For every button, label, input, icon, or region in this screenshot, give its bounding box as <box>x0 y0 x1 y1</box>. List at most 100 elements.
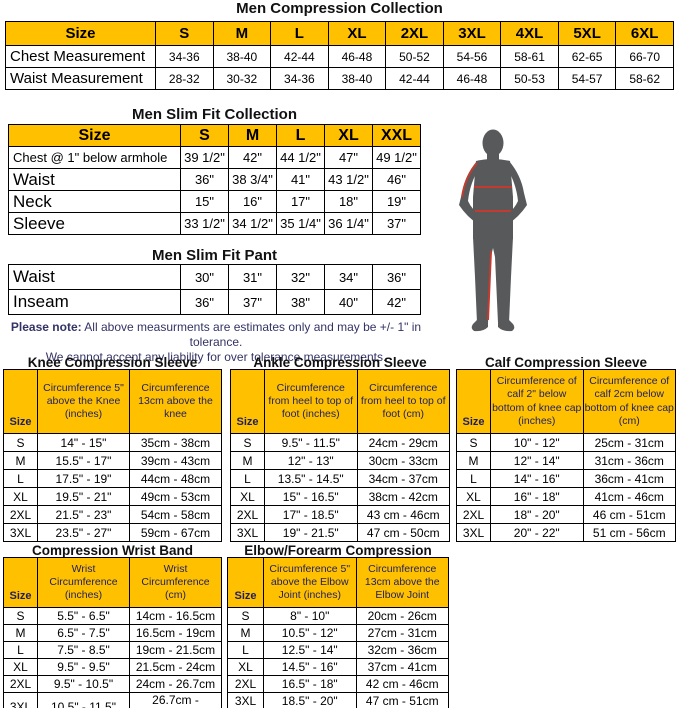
size-header: 4XL <box>500 21 559 46</box>
compression-collection-title: Men Compression Collection <box>236 0 443 17</box>
value-cell: 24cm - 29cm <box>356 433 450 452</box>
table-row: Chest @ 1" below armhole 39 1/2" 42" 44 1/2… <box>8 146 421 169</box>
table-row: Chest Measurement 34-36 38-40 42-44 46-48 50-… <box>5 45 674 68</box>
size-column-header: Size <box>456 369 491 434</box>
value-cell: 44 1/2" <box>276 146 325 169</box>
value-cell: 54cm - 58cm <box>129 505 222 524</box>
value-cell: 25cm - 31cm <box>582 433 676 452</box>
size-cell: 2XL <box>3 505 38 524</box>
value-cell: 49 1/2" <box>372 146 421 169</box>
value-cell: 17" - 18.5" <box>264 505 358 524</box>
value-cell: 46 cm - 51cm <box>582 505 676 524</box>
header-row: Size S M L XL XXL <box>8 124 421 147</box>
value-cell: 12.5" - 14" <box>263 641 357 659</box>
size-cell: 3XL <box>3 523 38 542</box>
value-cell: 42" <box>372 289 421 315</box>
value-cell: 49cm - 53cm <box>129 487 222 506</box>
slim-fit-pant-title: Men Slim Fit Pant <box>151 247 277 264</box>
value-cell: 6.5" - 7.5" <box>37 624 130 642</box>
table-row: M 12" - 13" 30cm - 33cm <box>230 451 450 470</box>
table-row: 3XL 20" - 22" 51 cm - 56cm <box>456 523 676 542</box>
value-cell: 47 cm - 50cm <box>356 523 450 542</box>
value-cell: 62-65 <box>557 45 617 68</box>
row-label: Waist Measurement <box>5 67 156 90</box>
table-row: 2XL 21.5" - 23" 54cm - 58cm <box>3 505 222 524</box>
value-cell: 43 1/2" <box>324 168 373 191</box>
value-cell: 15.5" - 17" <box>37 451 130 470</box>
column-header: Circumference from heel to top of foot (… <box>356 369 450 434</box>
value-cell: 35 1/4" <box>276 212 325 235</box>
size-cell: L <box>230 469 265 488</box>
header-row: Size Wrist Circumference (inches) Wrist Ci… <box>3 557 222 608</box>
value-cell: 18" <box>324 190 373 213</box>
size-cell: 2XL <box>230 505 265 524</box>
table-row: Inseam 36" 37" 38" 40" 42" <box>8 289 421 315</box>
size-column-header: Size <box>230 369 265 434</box>
value-cell: 27cm - 31cm <box>355 624 449 642</box>
value-cell: 14.5" - 16" <box>263 658 357 676</box>
value-cell: 15" <box>180 190 229 213</box>
value-cell: 10" - 12" <box>490 433 584 452</box>
table-row: 3XL 19" - 21.5" 47 cm - 50cm <box>230 523 450 542</box>
table-row: L 7.5" - 8.5" 19cm - 21.5cm <box>3 641 222 659</box>
inseam-measurement-line <box>487 250 492 321</box>
table-row: M 15.5" - 17" 39cm - 43cm <box>3 451 222 470</box>
size-header: L <box>270 21 329 46</box>
table-row: L 17.5" - 19" 44cm - 48cm <box>3 469 222 488</box>
column-header: Wrist Circumference (inches) <box>37 557 130 608</box>
row-label: Chest @ 1" below armhole <box>8 146 181 169</box>
value-cell: 38cm - 42cm <box>356 487 450 506</box>
column-header: Circumference from heel to top of foot (… <box>264 369 358 434</box>
size-cell: S <box>3 607 38 625</box>
value-cell: 39 1/2" <box>180 146 229 169</box>
table-row: S 8" - 10" 20cm - 26cm <box>227 607 449 625</box>
row-label: Waist <box>8 168 181 191</box>
header-row: Size S M L XL 2XL 3XL 4XL 5XL 6XL <box>5 21 674 46</box>
size-cell: L <box>3 469 38 488</box>
knee-sleeve-table: Size Circumference 5" above the Knee (inc… <box>3 369 222 542</box>
value-cell: 10.5" - 11.5" <box>37 692 130 708</box>
value-cell: 33 1/2" <box>180 212 229 235</box>
table-row: M 12" - 14" 31cm - 36cm <box>456 451 676 470</box>
size-header: S <box>180 124 229 147</box>
value-cell: 58-62 <box>615 67 674 90</box>
calf-sleeve-title: Calf Compression Sleeve <box>484 355 648 370</box>
size-column-header: Size <box>3 369 38 434</box>
column-header: Circumference of calf 2" below bottom of… <box>490 369 584 434</box>
value-cell: 66-70 <box>615 45 674 68</box>
table-row: 3XL 18.5" - 20" 47 cm - 51cm <box>227 692 449 708</box>
value-cell: 58-61 <box>500 45 559 68</box>
size-cell: 3XL <box>456 523 491 542</box>
column-header: Circumference 13cm above the Elbow Joint <box>355 557 449 608</box>
value-cell: 40" <box>324 289 373 315</box>
value-cell: 46-48 <box>327 45 387 68</box>
table-row: XL 14.5" - 16" 37cm - 41cm <box>227 658 449 676</box>
value-cell: 42-44 <box>385 67 444 90</box>
value-cell: 43 cm - 46cm <box>356 505 450 524</box>
size-cell: XL <box>230 487 265 506</box>
size-header: S <box>155 21 214 46</box>
sleeve-measurement-line <box>461 162 478 198</box>
row-label: Waist <box>8 264 181 290</box>
value-cell: 30cm - 33cm <box>356 451 450 470</box>
value-cell: 31" <box>228 264 277 290</box>
value-cell: 34-36 <box>270 67 329 90</box>
table-row: XL 15" - 16.5" 38cm - 42cm <box>230 487 450 506</box>
table-row: L 14" - 16" 36cm - 41cm <box>456 469 676 488</box>
table-row: Waist 36" 38 3/4" 41" 43 1/2" 46" <box>8 168 421 191</box>
value-cell: 20" - 22" <box>490 523 584 542</box>
size-cell: 3XL <box>230 523 265 542</box>
table-row: 3XL 23.5" - 27" 59cm - 67cm <box>3 523 222 542</box>
value-cell: 16.5cm - 19cm <box>129 624 222 642</box>
size-cell: 2XL <box>456 505 491 524</box>
knee-sleeve-title: Knee Compression Sleeve <box>27 355 198 370</box>
value-cell: 28-32 <box>155 67 214 90</box>
row-label: Chest Measurement <box>5 45 156 68</box>
value-cell: 38 3/4" <box>228 168 277 191</box>
table-row: XL 9.5" - 9.5" 21.5cm - 24cm <box>3 658 222 676</box>
size-header: 5XL <box>557 21 617 46</box>
value-cell: 20cm - 26cm <box>355 607 449 625</box>
value-cell: 19" - 21.5" <box>264 523 358 542</box>
table-row: 2XL 17" - 18.5" 43 cm - 46cm <box>230 505 450 524</box>
